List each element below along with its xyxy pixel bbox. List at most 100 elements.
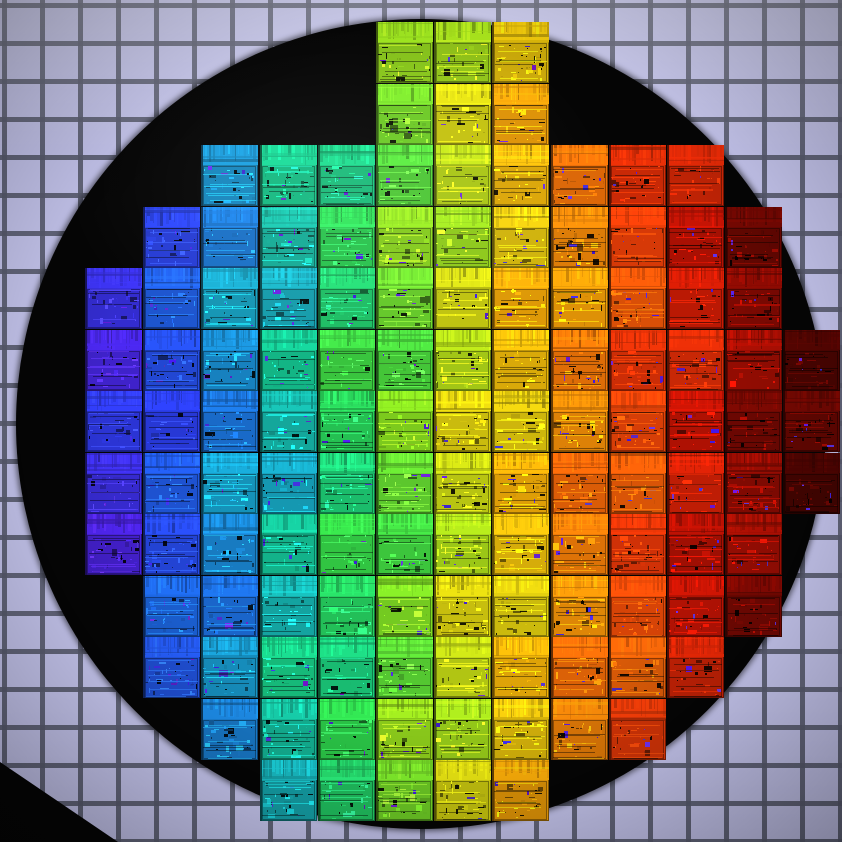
die-macro-cell [454, 294, 460, 295]
die-sub-band [376, 286, 433, 287]
die-stripe [546, 145, 549, 154]
die-macro-cell [362, 437, 364, 439]
wafer-die [260, 145, 317, 206]
die-macro-cell [367, 431, 368, 434]
die-macro-cell [688, 195, 689, 197]
wafer-die [434, 391, 491, 452]
die-macro-cell [561, 198, 564, 199]
die-macro-cell [403, 136, 404, 138]
die-macro-cell [642, 195, 645, 196]
die-stripe [452, 22, 455, 36]
die-macro-cell [437, 438, 439, 439]
die-macro-cell [535, 311, 537, 313]
die-seal-ring [201, 145, 203, 206]
die-routing-line [734, 435, 780, 436]
die-seal-ring [667, 207, 669, 268]
die-macro-cell [223, 319, 230, 320]
die-routing-line [675, 171, 720, 172]
die-logic-block [436, 228, 489, 267]
die-routing-line [207, 484, 252, 485]
die-macro-cell [580, 294, 581, 298]
die-macro-cell [389, 166, 394, 168]
die-sub-band [143, 393, 200, 394]
die-macro-cell [396, 248, 399, 249]
die-seal-ring [318, 207, 320, 268]
die-macro-cell [450, 352, 452, 354]
die-routing-line [203, 243, 247, 244]
die-macro-cell [603, 181, 604, 184]
wafer-die [434, 84, 491, 145]
die-sub-band [318, 212, 375, 213]
die-sub-band [609, 405, 666, 408]
die-macro-cell [129, 384, 130, 388]
die-macro-cell [702, 375, 709, 378]
die-routing-line [147, 380, 194, 381]
die-macro-cell [520, 115, 522, 116]
die-seal-ring [492, 268, 494, 329]
die-macro-cell [304, 264, 311, 265]
die-macro-cell [167, 364, 171, 365]
die-macro-cell [581, 417, 585, 418]
die-macro-cell [444, 249, 448, 253]
die-stripe [723, 207, 724, 220]
die-macro-cell [772, 265, 778, 266]
die-macro-cell [205, 432, 215, 436]
wafer-die [434, 268, 491, 329]
die-macro-cell [765, 322, 773, 323]
die-macro-cell [188, 292, 189, 293]
die-routing-line [495, 105, 543, 106]
die-routing-line [326, 233, 371, 234]
die-macro-cell [475, 62, 476, 63]
die-routing-line [325, 380, 371, 381]
die-macro-cell [170, 495, 173, 497]
die-seal-ring [667, 268, 669, 329]
die-macro-cell [474, 353, 476, 354]
die-macro-cell [530, 295, 531, 296]
die-macro-cell [772, 249, 778, 252]
die-macro-cell [332, 420, 337, 421]
die-macro-cell [362, 265, 363, 266]
die-macro-cell [763, 432, 768, 434]
die-routing-line [320, 483, 371, 484]
wafer-die [318, 391, 375, 452]
die-macro-cell [133, 313, 134, 318]
die-macro-cell [322, 422, 323, 427]
die-macro-cell [582, 486, 583, 488]
die-sub-band [725, 399, 782, 402]
die-macro-cell [389, 367, 393, 368]
die-stripe [797, 330, 798, 349]
die-macro-cell [658, 166, 660, 167]
die-macro-cell [643, 179, 644, 180]
die-macro-cell [400, 141, 403, 142]
die-macro-cell [802, 438, 804, 441]
die-memory-band [667, 145, 724, 165]
die-routing-line [614, 356, 656, 357]
die-stripe [481, 391, 484, 408]
die-macro-cell [387, 427, 391, 428]
die-stripe [607, 207, 608, 218]
die-logic-block [611, 228, 664, 267]
die-macro-cell [248, 257, 253, 258]
die-routing-line [321, 192, 372, 193]
die-macro-cell [401, 203, 405, 204]
die-macro-cell [827, 434, 834, 435]
die-routing-line [611, 431, 649, 432]
die-routing-line [559, 261, 605, 262]
die-macro-cell [589, 388, 591, 389]
die-stripe [175, 268, 178, 281]
die-macro-cell [412, 303, 416, 304]
die-macro-cell [582, 509, 583, 510]
die-stripe [681, 391, 684, 404]
die-sub-band [434, 213, 491, 215]
die-sub-band [551, 286, 608, 287]
die-macro-cell [128, 296, 130, 297]
die-stripe [821, 330, 822, 347]
die-macro-cell [148, 247, 152, 249]
die-seal-ring [434, 207, 436, 268]
die-macro-cell [593, 259, 599, 265]
die-routing-line [266, 377, 305, 378]
die-macro-cell [571, 430, 574, 431]
die-routing-line [553, 435, 591, 436]
die-routing-line [674, 385, 721, 386]
die-macro-cell [536, 240, 538, 242]
